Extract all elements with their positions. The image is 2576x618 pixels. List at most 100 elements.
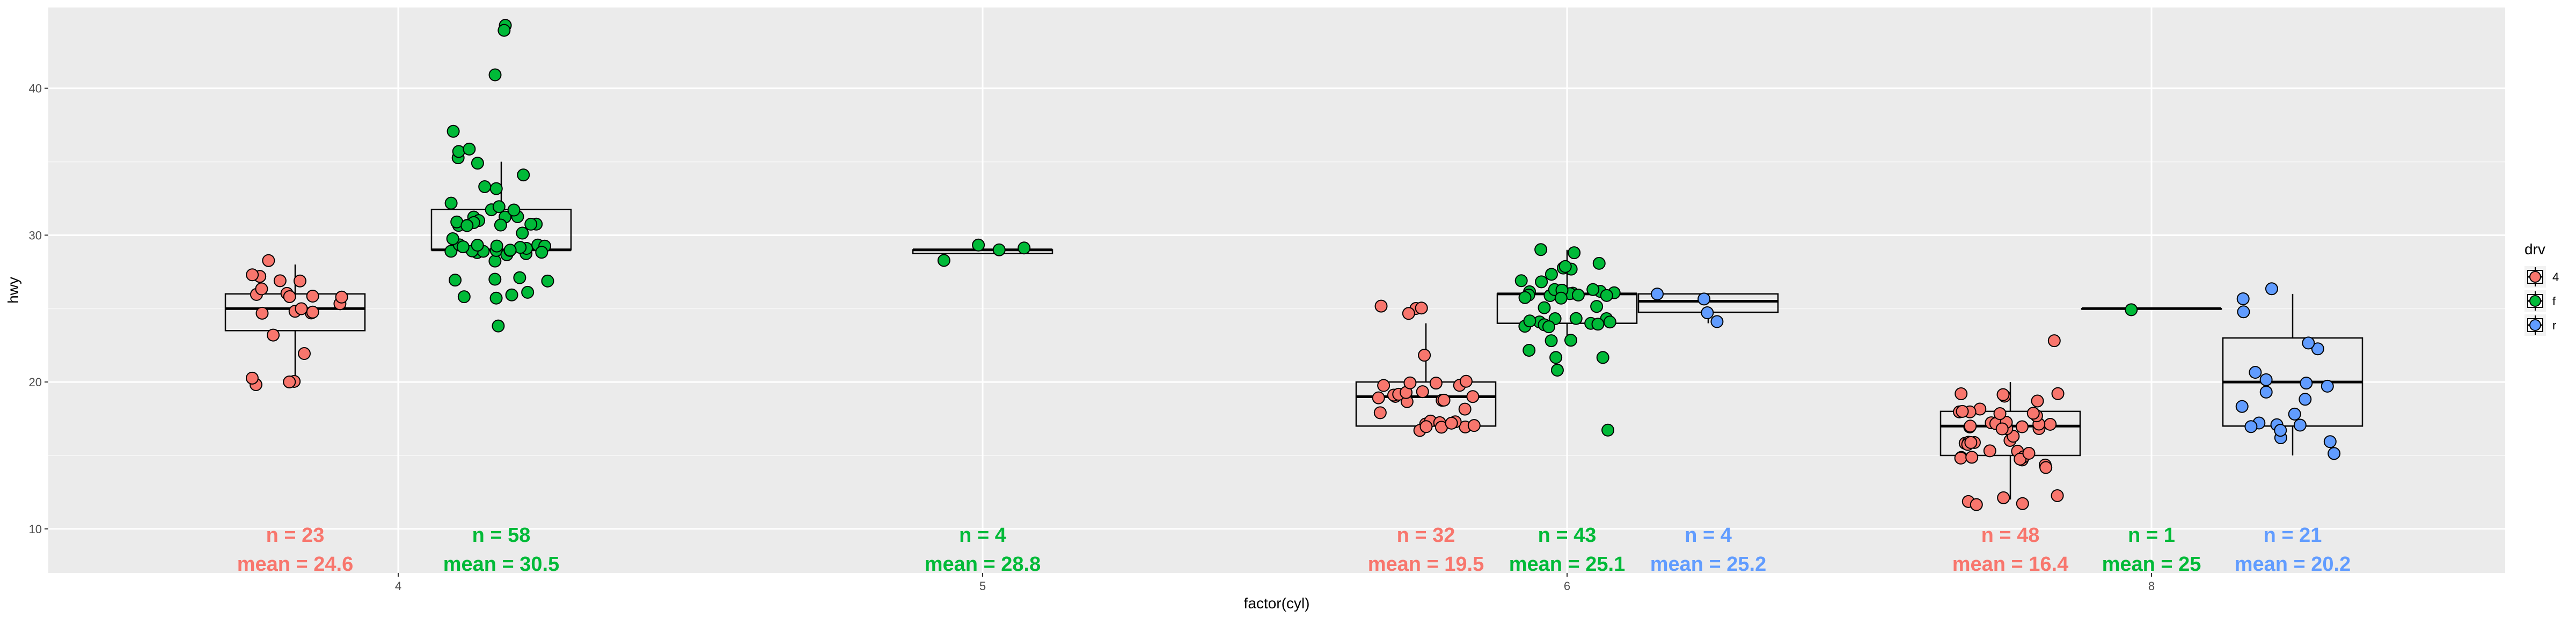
- data-point: [1458, 402, 1472, 416]
- data-point: [521, 285, 535, 299]
- mean-label: mean = 28.8: [925, 553, 1041, 576]
- count-label: n = 4: [1685, 524, 1732, 547]
- data-point: [1538, 301, 1551, 314]
- jitter-points: [245, 19, 2341, 511]
- data-point: [1954, 451, 1967, 465]
- count-label: n = 4: [959, 524, 1006, 547]
- x-tick-label: 4: [395, 579, 401, 593]
- data-point: [1459, 374, 1473, 388]
- data-point: [452, 145, 465, 158]
- data-point: [2236, 292, 2250, 305]
- x-axis-title: factor(cyl): [1244, 595, 1310, 612]
- data-point: [524, 217, 538, 231]
- legend-key-point: [2529, 271, 2541, 283]
- data-point: [1403, 376, 1417, 389]
- data-point: [246, 268, 259, 282]
- data-point: [1569, 312, 1583, 325]
- y-axis-title: hwy: [5, 277, 21, 304]
- x-tick-label: 5: [979, 579, 986, 593]
- data-point: [1445, 416, 1458, 430]
- data-point: [1429, 377, 1443, 390]
- data-point: [1402, 307, 1415, 320]
- data-point: [505, 288, 518, 301]
- data-point: [516, 226, 529, 240]
- data-point: [2235, 400, 2249, 413]
- data-point: [2039, 461, 2053, 474]
- data-point: [1601, 423, 1615, 437]
- data-point: [1592, 256, 1606, 270]
- data-point: [444, 245, 458, 258]
- data-point: [2323, 435, 2337, 448]
- data-point: [1545, 268, 1558, 281]
- data-point: [2047, 334, 2061, 348]
- data-point: [267, 328, 280, 342]
- data-point: [1600, 289, 1613, 302]
- data-point: [306, 305, 319, 319]
- data-point: [2302, 336, 2315, 350]
- data-point: [937, 254, 950, 267]
- data-point: [1955, 387, 1968, 400]
- data-point: [1996, 388, 2010, 401]
- data-point: [1437, 393, 1451, 407]
- data-point: [444, 196, 458, 210]
- data-point: [1964, 420, 1977, 433]
- data-point: [1590, 300, 1604, 313]
- plot-panel: [48, 8, 2505, 573]
- data-point: [488, 68, 502, 82]
- data-point: [1416, 385, 1429, 399]
- data-point: [2259, 385, 2273, 399]
- data-point: [1710, 315, 1724, 328]
- count-label: n = 1: [2128, 524, 2175, 547]
- data-point: [517, 168, 530, 182]
- data-point: [2249, 366, 2262, 379]
- data-point: [273, 274, 287, 288]
- count-label: n = 43: [1538, 524, 1597, 547]
- data-point: [2022, 447, 2036, 460]
- data-point: [2288, 407, 2301, 421]
- data-point: [2051, 387, 2065, 400]
- data-point: [492, 319, 505, 333]
- y-tick-label: 40: [29, 82, 42, 95]
- data-point: [297, 347, 311, 360]
- mean-label: mean = 24.6: [237, 553, 354, 576]
- data-point: [1377, 379, 1391, 392]
- data-point: [488, 254, 502, 268]
- data-point: [293, 274, 306, 288]
- data-point: [1518, 291, 1532, 304]
- data-point: [1997, 491, 2010, 504]
- data-point: [1571, 289, 1585, 302]
- x-axis: 4 5 6 8: [395, 573, 2155, 593]
- data-point: [2259, 373, 2273, 386]
- data-point: [535, 246, 548, 259]
- data-point: [1596, 351, 1609, 364]
- data-point: [2015, 420, 2029, 433]
- legend-label: f: [2552, 295, 2556, 308]
- data-point: [447, 124, 460, 138]
- data-point: [1956, 404, 1969, 418]
- mean-label: mean = 25: [2102, 553, 2201, 576]
- data-point: [1466, 390, 1480, 403]
- data-point: [1467, 419, 1481, 432]
- data-point: [460, 219, 474, 232]
- data-point: [494, 218, 507, 232]
- box-8-r: [2222, 293, 2363, 455]
- legend-item-4: 4: [2524, 266, 2559, 288]
- y-tick-label: 10: [29, 523, 42, 536]
- data-point: [2237, 305, 2250, 319]
- data-point: [1535, 275, 1548, 289]
- data-point: [295, 302, 308, 315]
- count-label: n = 23: [266, 524, 325, 547]
- data-point: [1591, 318, 1605, 331]
- data-point: [1372, 391, 1385, 404]
- data-point: [489, 182, 503, 195]
- data-point: [1964, 436, 1978, 449]
- data-point: [2299, 393, 2312, 406]
- data-point: [2016, 497, 2029, 510]
- data-point: [1550, 364, 1564, 377]
- legend-title: drv: [2524, 241, 2545, 258]
- data-point: [1603, 315, 1616, 329]
- data-point: [1374, 299, 1388, 313]
- legend-label: r: [2552, 319, 2556, 332]
- box-8-f: [2081, 307, 2222, 310]
